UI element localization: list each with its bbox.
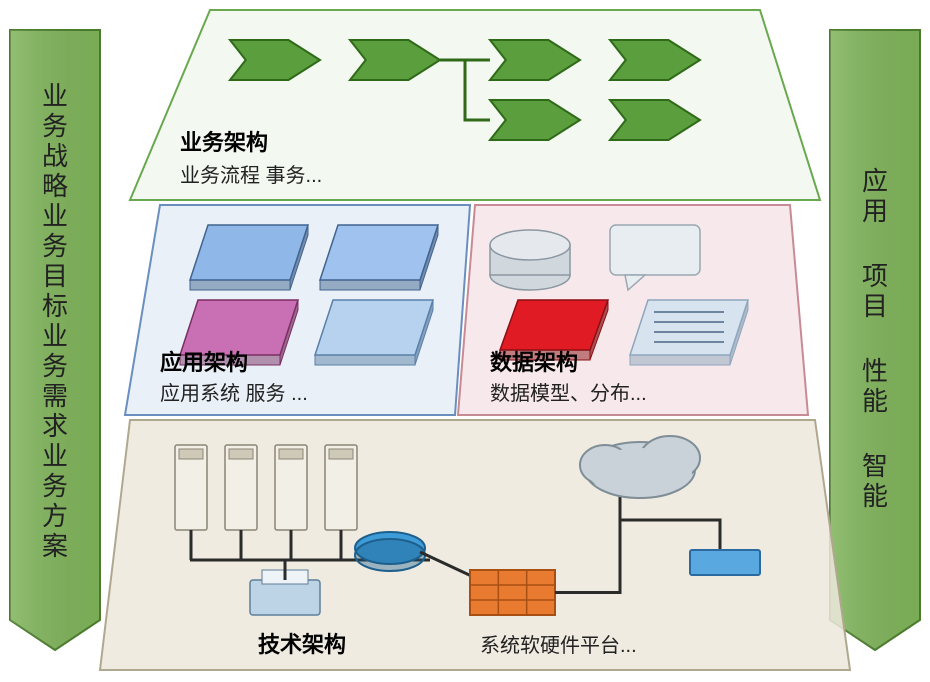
right-panel-label: 能 [862, 386, 888, 416]
left-panel-label: 业 [42, 441, 68, 471]
left-panel-label: 务 [42, 231, 68, 261]
data-title: 数据架构 [490, 350, 578, 375]
left-panel-label: 务 [42, 111, 68, 141]
tech-title: 技术架构 [258, 632, 346, 657]
bubble-icon [610, 225, 700, 275]
right-panel-label: 性 [862, 356, 888, 386]
tech-subtitle: 系统软硬件平台... [480, 634, 637, 657]
red-tile [500, 300, 608, 350]
application-layer: 应用架构应用系统 服务 ... [125, 205, 470, 415]
firewall-icon [470, 570, 555, 615]
right-panel-label: 项 [862, 261, 888, 291]
right-panel-label: 能 [862, 481, 888, 511]
app-subtitle: 应用系统 服务 ... [160, 382, 308, 405]
left-panel-label: 案 [42, 531, 68, 561]
left-panel-label: 标 [42, 291, 68, 321]
business-subtitle: 业务流程 事务... [180, 164, 322, 187]
right-panel-label: 应 [862, 166, 888, 196]
data-layer: 数据架构数据模型、分布... [458, 205, 808, 415]
tech-layer-plate [100, 420, 850, 670]
left-panel-label: 战 [42, 141, 68, 171]
device-icon [690, 550, 760, 575]
app-tile [320, 225, 438, 280]
app-title: 应用架构 [160, 350, 248, 375]
app-tile [180, 300, 298, 355]
left-panel-label: 务 [42, 471, 68, 501]
left-panel-label: 需 [42, 381, 68, 411]
data-subtitle: 数据模型、分布... [490, 382, 647, 405]
right-panel-label: 目 [862, 291, 888, 321]
left-panel-label: 略 [42, 171, 68, 201]
left-panel-label: 方 [42, 501, 68, 531]
business-title: 业务架构 [180, 130, 268, 155]
right-panel-label: 智 [862, 451, 888, 481]
left-panel-label: 业 [42, 81, 68, 111]
printer-icon [250, 580, 320, 615]
left-panel-label: 业 [42, 321, 68, 351]
right-panel-label: 用 [862, 196, 888, 226]
business-layer: 业务架构业务流程 事务... [130, 10, 820, 200]
app-tile [315, 300, 433, 355]
left-panel-label: 求 [42, 411, 68, 441]
left-panel-label: 务 [42, 351, 68, 381]
app-tile [190, 225, 308, 280]
right-panel: 应用项目性能智能 [830, 30, 920, 650]
cloud-icon [580, 436, 700, 498]
left-panel-label: 目 [42, 261, 68, 291]
left-panel: 业务战略业务目标业务需求业务方案 [10, 30, 100, 650]
tech-layer: 技术架构 系统软硬件平台... [100, 420, 850, 670]
doc-tile [630, 300, 748, 355]
left-panel-label: 业 [42, 201, 68, 231]
